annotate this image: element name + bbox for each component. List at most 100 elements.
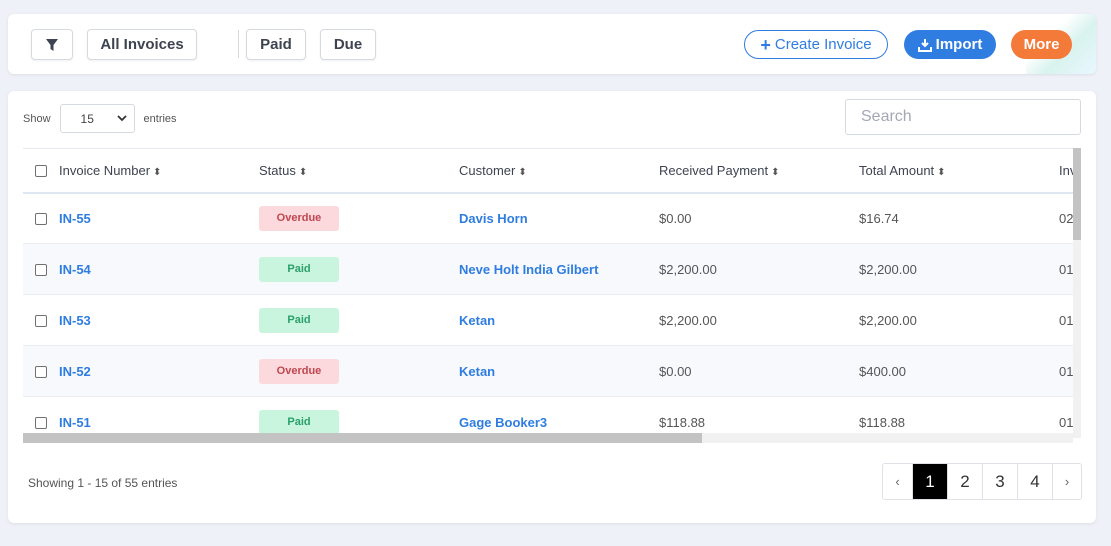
invoice-link[interactable]: IN-53 — [59, 312, 91, 328]
customer-link[interactable]: Ketan — [459, 363, 496, 379]
invoice-date-cell: 01 — [1059, 294, 1073, 346]
page-2-button[interactable]: 2 — [947, 464, 982, 499]
invoice-number-cell: IN-52 — [59, 345, 259, 397]
total-amount-cell: $118.88 — [859, 396, 1059, 433]
col-customer-label: Customer — [459, 162, 516, 178]
prev-page-button[interactable]: ‹ — [883, 464, 912, 499]
customer-link[interactable]: Davis Horn — [459, 210, 528, 226]
total-amount-cell: $2,200.00 — [859, 243, 1059, 295]
due-filter-button[interactable]: Due — [320, 29, 376, 60]
next-page-button[interactable]: › — [1052, 464, 1081, 499]
entries-control: Show 15 entries — [23, 104, 177, 133]
entries-value: 15 — [80, 111, 94, 126]
row-select-cell — [23, 294, 59, 346]
invoice-link[interactable]: IN-54 — [59, 261, 91, 277]
plus-icon: + — [760, 34, 771, 55]
received-payment-cell: $118.88 — [659, 396, 859, 433]
invoice-link[interactable]: IN-55 — [59, 210, 91, 226]
invoice-table: Invoice Number ⬍ Status ⬍ Customer ⬍ Receiv… — [23, 148, 1073, 433]
invoice-date-cell: 02 — [1059, 192, 1073, 244]
pagination: ‹ 1 2 3 4 › — [882, 463, 1082, 500]
col-status[interactable]: Status ⬍ — [259, 148, 459, 194]
filter-icon — [46, 38, 58, 51]
invoice-link[interactable]: IN-52 — [59, 363, 91, 379]
invoice-number-cell: IN-53 — [59, 294, 259, 346]
horizontal-scrollbar-thumb[interactable] — [23, 433, 702, 443]
customer-cell: Neve Holt India Gilbert — [459, 243, 659, 295]
col-received-payment[interactable]: Received Payment ⬍ — [659, 148, 859, 194]
customer-link[interactable]: Neve Holt India Gilbert — [459, 261, 599, 277]
col-total-amount[interactable]: Total Amount ⬍ — [859, 148, 1059, 194]
col-invoice-date-label: Inv — [1059, 162, 1073, 178]
status-badge: Paid — [259, 409, 339, 433]
sort-icon[interactable]: ⬍ — [937, 166, 946, 178]
sort-icon[interactable]: ⬍ — [298, 166, 308, 178]
download-icon — [917, 38, 932, 52]
col-received-payment-label: Received Payment — [659, 162, 769, 178]
col-invoice-number[interactable]: Invoice Number ⬍ — [59, 148, 259, 194]
all-invoices-button[interactable]: All Invoices — [87, 29, 197, 60]
search-input[interactable] — [845, 99, 1081, 135]
vertical-scrollbar[interactable] — [1073, 148, 1081, 438]
horizontal-scrollbar[interactable] — [23, 433, 1073, 443]
more-button[interactable]: More — [1011, 30, 1072, 59]
table-container: Invoice Number ⬍ Status ⬍ Customer ⬍ Receiv… — [23, 148, 1073, 433]
row-select-cell — [23, 345, 59, 397]
page-4-button[interactable]: 4 — [1017, 464, 1052, 499]
pagination-info: Showing 1 - 15 of 55 entries — [28, 476, 178, 490]
filter-button[interactable] — [31, 29, 73, 60]
status-badge: Overdue — [259, 205, 339, 231]
row-checkbox[interactable] — [35, 315, 47, 328]
page-1-button[interactable]: 1 — [912, 464, 947, 499]
entries-label: entries — [143, 112, 177, 125]
status-cell: Paid — [259, 243, 459, 295]
col-invoice-number-label: Invoice Number — [59, 162, 151, 178]
status-badge: Paid — [259, 307, 339, 333]
sort-icon[interactable]: ⬍ — [771, 166, 780, 178]
customer-link[interactable]: Gage Booker3 — [459, 414, 548, 430]
status-cell: Paid — [259, 294, 459, 346]
page-3-button[interactable]: 3 — [982, 464, 1017, 499]
import-button[interactable]: Import — [904, 30, 996, 59]
table-row: IN-53 Paid Ketan $2,200.00 $2,200.00 01 — [23, 294, 1073, 346]
show-label: Show — [23, 112, 51, 125]
customer-link[interactable]: Ketan — [459, 312, 496, 328]
paid-filter-button[interactable]: Paid — [246, 29, 306, 60]
invoice-number-cell: IN-55 — [59, 192, 259, 244]
table-row: IN-51 Paid Gage Booker3 $118.88 $118.88 … — [23, 396, 1073, 433]
row-checkbox[interactable] — [35, 417, 47, 430]
col-status-label: Status — [259, 162, 296, 178]
select-all-checkbox[interactable] — [35, 165, 47, 178]
col-invoice-date[interactable]: Inv — [1059, 148, 1073, 194]
entries-select[interactable]: 15 — [59, 104, 135, 133]
invoice-toolbar: All Invoices Paid Due + Create Invoice I… — [8, 14, 1096, 74]
invoice-date-cell: 01 — [1059, 243, 1073, 295]
received-payment-cell: $2,200.00 — [659, 294, 859, 346]
row-select-cell — [23, 243, 59, 295]
invoice-table-card: Show 15 entries Invoice Number⬍ Status⬍ … — [8, 91, 1096, 523]
row-checkbox[interactable] — [35, 264, 47, 277]
status-badge: Paid — [259, 256, 339, 282]
customer-cell: Ketan — [459, 345, 659, 397]
invoice-number-cell: IN-51 — [59, 396, 259, 433]
vertical-scrollbar-thumb[interactable] — [1073, 148, 1081, 240]
col-customer[interactable]: Customer ⬍ — [459, 148, 659, 194]
create-invoice-button[interactable]: + Create Invoice — [744, 30, 888, 59]
sort-icon[interactable]: ⬍ — [518, 166, 527, 178]
total-amount-cell: $16.74 — [859, 192, 1059, 244]
create-invoice-label: Create Invoice — [774, 36, 872, 53]
col-total-amount-label: Total Amount — [859, 162, 935, 178]
customer-cell: Gage Booker3 — [459, 396, 659, 433]
received-payment-cell: $0.00 — [659, 192, 859, 244]
sort-icon[interactable]: ⬍ — [153, 166, 162, 178]
customer-cell: Davis Horn — [459, 192, 659, 244]
invoice-link[interactable]: IN-51 — [59, 414, 91, 430]
status-cell: Overdue — [259, 192, 459, 244]
invoice-number-cell: IN-54 — [59, 243, 259, 295]
status-cell: Overdue — [259, 345, 459, 397]
table-row: IN-54 Paid Neve Holt India Gilbert $2,20… — [23, 243, 1073, 295]
received-payment-cell: $0.00 — [659, 345, 859, 397]
row-checkbox[interactable] — [35, 366, 47, 379]
row-checkbox[interactable] — [35, 213, 47, 226]
row-select-cell — [23, 192, 59, 244]
